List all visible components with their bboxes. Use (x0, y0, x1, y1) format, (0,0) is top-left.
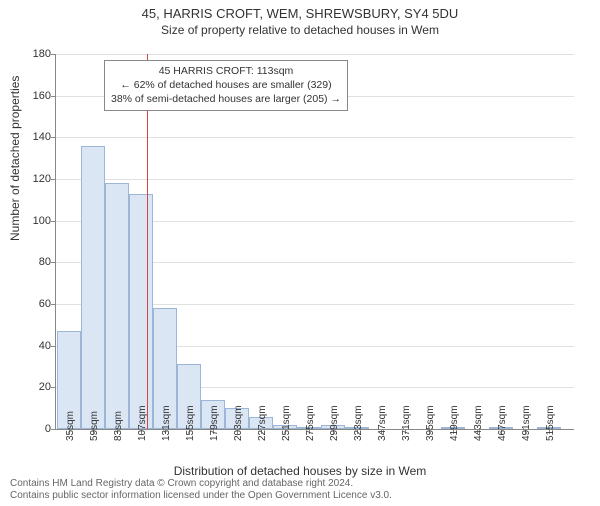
footer-line-1: Contains HM Land Registry data © Crown c… (10, 478, 392, 490)
histogram-bar (81, 146, 105, 429)
ytick-label: 180 (23, 48, 51, 60)
gridline (56, 179, 574, 180)
ytick-label: 80 (23, 256, 51, 268)
ytick-label: 20 (23, 381, 51, 393)
histogram-bar (105, 183, 129, 429)
ytick-mark (51, 96, 56, 97)
chart-plot-area: 35sqm59sqm83sqm107sqm131sqm155sqm179sqm2… (55, 54, 574, 430)
ytick-label: 160 (23, 90, 51, 102)
ytick-mark (51, 137, 56, 138)
ytick-mark (51, 429, 56, 430)
annotation-line-2: ← 62% of detached houses are smaller (32… (111, 78, 341, 92)
ytick-mark (51, 304, 56, 305)
annotation-line-3: 38% of semi-detached houses are larger (… (111, 92, 341, 106)
footer-attribution: Contains HM Land Registry data © Crown c… (10, 478, 392, 502)
gridline (56, 54, 574, 55)
ytick-label: 140 (23, 131, 51, 143)
ytick-mark (51, 179, 56, 180)
annotation-line-1: 45 HARRIS CROFT: 113sqm (111, 64, 341, 78)
chart-title-main: 45, HARRIS CROFT, WEM, SHREWSBURY, SY4 5… (0, 6, 600, 21)
ytick-label: 60 (23, 298, 51, 310)
chart-title-sub: Size of property relative to detached ho… (0, 23, 600, 37)
ytick-mark (51, 262, 56, 263)
y-axis-label: Number of detached properties (8, 76, 22, 241)
histogram-bar (129, 194, 153, 429)
ytick-label: 0 (23, 423, 51, 435)
x-axis-label: Distribution of detached houses by size … (0, 464, 600, 478)
ytick-mark (51, 221, 56, 222)
ytick-label: 120 (23, 173, 51, 185)
ytick-mark (51, 346, 56, 347)
ytick-label: 40 (23, 340, 51, 352)
ytick-label: 100 (23, 215, 51, 227)
footer-line-2: Contains public sector information licen… (10, 490, 392, 502)
annotation-box: 45 HARRIS CROFT: 113sqm← 62% of detached… (104, 60, 348, 111)
ytick-mark (51, 54, 56, 55)
ytick-mark (51, 387, 56, 388)
gridline (56, 137, 574, 138)
